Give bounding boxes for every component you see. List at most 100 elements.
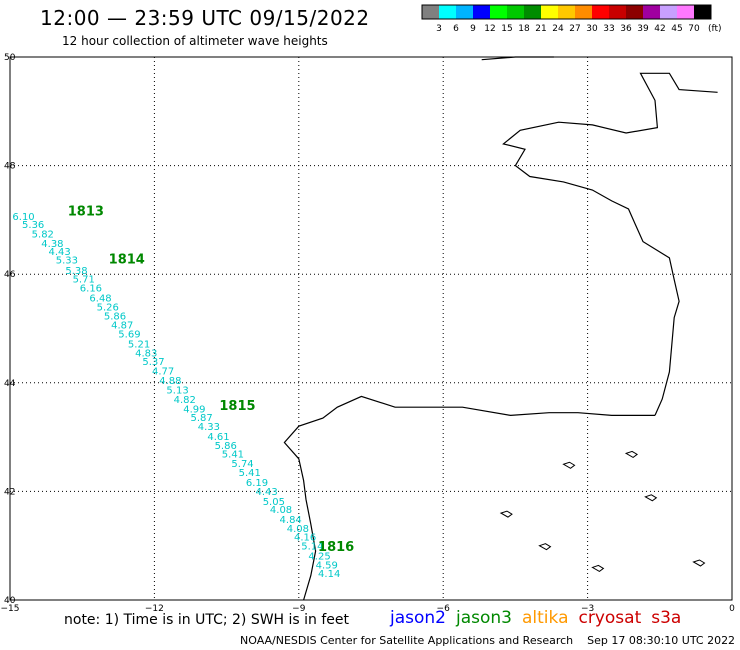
- scale-swatch: [694, 5, 711, 19]
- swh-observation: 4.33: [198, 422, 220, 433]
- satellite-legend-item: cryosat: [578, 608, 642, 628]
- map-title: 12:00 — 23:59 UTC 09/15/2022: [40, 6, 370, 30]
- swh-observation: 4.84: [280, 515, 302, 526]
- scale-tick-label: 45: [671, 24, 682, 34]
- scale-swatch: [660, 5, 677, 19]
- pass-number-label: 1815: [219, 399, 255, 414]
- credit-text: NOAA/NESDIS Center for Satellite Applica…: [240, 634, 574, 647]
- swh-observation: 5.05: [263, 497, 285, 508]
- scale-tick-label: 39: [637, 24, 649, 34]
- scale-swatch: [609, 5, 626, 19]
- swh-observation: 5.26: [97, 303, 119, 314]
- scale-swatch: [490, 5, 507, 19]
- swh-observation: 5.36: [22, 220, 44, 231]
- scale-tick-label: 12: [484, 24, 495, 34]
- swh-observation: 4.87: [111, 321, 133, 332]
- scale-swatch: [473, 5, 490, 19]
- scale-swatch: [643, 5, 660, 19]
- swh-observation: 5.37: [142, 357, 164, 368]
- footer-note: note: 1) Time is in UTC; 2) SWH is in fe…: [64, 612, 350, 628]
- scale-tick-label: 9: [470, 24, 476, 34]
- swh-observation: 4.83: [135, 349, 157, 360]
- swh-observation: 6.10: [12, 212, 34, 223]
- swh-observation: 4.25: [308, 551, 330, 562]
- coastline: [502, 72, 718, 416]
- scale-swatch: [592, 5, 609, 19]
- scale-tick-label: 18: [518, 24, 530, 34]
- latitude-label: 42: [4, 487, 15, 497]
- scale-tick-label: 33: [603, 24, 614, 34]
- scale-swatch: [524, 5, 541, 19]
- swh-observation: 4.82: [174, 395, 196, 406]
- swh-observation: 5.71: [73, 274, 95, 285]
- scale-tick-label: 6: [453, 24, 459, 34]
- swh-observation: 4.61: [207, 432, 229, 443]
- swh-observation: 5.86: [215, 441, 237, 452]
- scale-swatch: [558, 5, 575, 19]
- generated-timestamp: Sep 17 08:30:10 UTC 2022: [587, 634, 736, 647]
- scale-unit-label: (ft): [708, 24, 722, 34]
- scale-swatch: [456, 5, 473, 19]
- scale-tick-label: 70: [688, 24, 700, 34]
- swh-observation: 5.13: [166, 386, 188, 397]
- swh-observation: 5.14: [301, 542, 323, 553]
- longitude-label: −3: [581, 604, 594, 614]
- scale-swatch: [507, 5, 524, 19]
- longitude-label: −15: [1, 604, 20, 614]
- swh-observation: 5.82: [32, 229, 54, 240]
- latitude-label: 44: [4, 379, 16, 389]
- swh-observation: 4.43: [49, 247, 71, 258]
- swh-observation: 4.08: [287, 524, 309, 535]
- swh-observation: 5.38: [65, 266, 87, 277]
- longitude-label: 0: [729, 604, 735, 614]
- swh-observation: 4.77: [152, 367, 174, 378]
- swh-observation: 6.48: [89, 293, 111, 304]
- satellite-legend-item: s3a: [651, 608, 682, 628]
- swh-observation: 4.88: [159, 376, 181, 387]
- swh-observation: 6.19: [246, 478, 268, 489]
- latitude-label: 46: [4, 270, 16, 280]
- inland-water-body: [562, 461, 576, 469]
- coastline: [283, 395, 655, 601]
- swh-observation: 5.86: [104, 311, 126, 322]
- swh-observation: 5.21: [128, 340, 150, 351]
- pass-number-label: 1816: [318, 540, 354, 555]
- swh-observation: 4.38: [41, 239, 63, 250]
- satellite-legend: jason2 jason3 altika cryosat s3a: [390, 608, 691, 628]
- swh-observation: 4.16: [294, 532, 316, 543]
- swh-observation: 4.08: [270, 505, 292, 516]
- latitude-label: 40: [4, 596, 16, 606]
- scale-swatch: [677, 5, 694, 19]
- scale-tick-label: 36: [620, 24, 632, 34]
- swh-observation: 4.59: [316, 561, 338, 572]
- swh-observation: 4.43: [255, 487, 277, 498]
- scale-tick-label: 24: [552, 24, 564, 34]
- scale-tick-label: 3: [436, 24, 442, 34]
- inland-water-body: [538, 543, 552, 551]
- swh-observation: 5.33: [56, 255, 78, 266]
- inland-water-body: [624, 450, 639, 458]
- swh-observation: 5.41: [222, 450, 244, 461]
- map-frame: [9, 56, 733, 601]
- longitude-label: −6: [437, 604, 451, 614]
- inland-water-body: [591, 564, 605, 573]
- credit-line: NOAA/NESDIS Center for Satellite Applica…: [240, 634, 735, 647]
- scale-swatch: [575, 5, 592, 19]
- latitude-label: 48: [4, 162, 16, 172]
- inland-water-body: [499, 510, 513, 518]
- coastline: [481, 56, 554, 61]
- pass-number-label: 1813: [68, 205, 104, 220]
- swh-observation: 4.14: [318, 569, 340, 580]
- scale-tick-label: 27: [569, 24, 580, 34]
- swh-observation: 4.99: [183, 405, 205, 416]
- swh-observation: 5.74: [231, 459, 253, 470]
- inland-water-body: [644, 494, 658, 502]
- map-subtitle: 12 hour collection of altimeter wave hei…: [62, 34, 328, 48]
- inland-water-body: [692, 559, 706, 567]
- latitude-label: 50: [4, 53, 16, 63]
- scale-swatch: [439, 5, 456, 19]
- swh-observation: 6.16: [80, 284, 102, 295]
- swh-observation: 5.69: [118, 330, 140, 341]
- scale-swatch: [541, 5, 558, 19]
